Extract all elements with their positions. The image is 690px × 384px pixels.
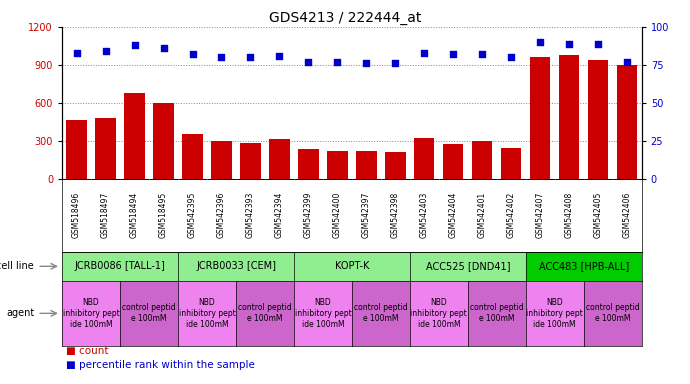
Text: GSM542395: GSM542395 — [188, 192, 197, 238]
Text: NBD
inhibitory pept
ide 100mM: NBD inhibitory pept ide 100mM — [63, 298, 119, 329]
Text: KOPT-K: KOPT-K — [335, 261, 369, 271]
Text: JCRB0033 [CEM]: JCRB0033 [CEM] — [196, 261, 276, 271]
Text: GSM542405: GSM542405 — [593, 192, 603, 238]
Point — [274, 53, 285, 59]
Text: GSM542402: GSM542402 — [506, 192, 516, 238]
Point — [593, 40, 604, 46]
Text: control peptid
e 100mM: control peptid e 100mM — [354, 303, 408, 323]
Text: ■ count: ■ count — [66, 346, 108, 356]
Point — [100, 48, 111, 54]
Text: NBD
inhibitory pept
ide 100mM: NBD inhibitory pept ide 100mM — [295, 298, 351, 329]
Text: GSM542401: GSM542401 — [477, 192, 487, 238]
Bar — [588, 60, 609, 179]
Text: ACC483 [HPB-ALL]: ACC483 [HPB-ALL] — [539, 261, 629, 271]
Text: GSM542397: GSM542397 — [362, 192, 371, 238]
Bar — [327, 151, 348, 179]
Text: GSM542407: GSM542407 — [535, 192, 545, 238]
Point — [506, 54, 517, 60]
Text: ■ percentile rank within the sample: ■ percentile rank within the sample — [66, 360, 255, 370]
Point — [332, 59, 343, 65]
Bar — [472, 141, 493, 179]
Bar — [124, 93, 145, 179]
Bar — [66, 121, 87, 179]
Point — [564, 40, 575, 46]
Bar — [385, 152, 406, 179]
Text: GSM542403: GSM542403 — [420, 192, 429, 238]
Bar — [530, 57, 551, 179]
Text: control peptid
e 100mM: control peptid e 100mM — [238, 303, 292, 323]
Text: ACC525 [DND41]: ACC525 [DND41] — [426, 261, 510, 271]
Point — [419, 50, 430, 56]
Text: GSM542406: GSM542406 — [622, 192, 632, 238]
Text: GSM542408: GSM542408 — [564, 192, 574, 238]
Text: GSM542404: GSM542404 — [448, 192, 458, 238]
Text: cell line: cell line — [0, 261, 34, 271]
Text: agent: agent — [6, 308, 34, 318]
Text: control peptid
e 100mM: control peptid e 100mM — [586, 303, 640, 323]
Text: GSM542394: GSM542394 — [275, 192, 284, 238]
Text: GSM542400: GSM542400 — [333, 192, 342, 238]
Bar — [298, 149, 319, 179]
Point — [477, 51, 488, 57]
Point — [216, 54, 227, 60]
Point — [187, 51, 198, 57]
Point — [448, 51, 459, 57]
Point — [535, 39, 546, 45]
Bar — [414, 138, 435, 179]
Bar — [559, 55, 580, 179]
Bar — [95, 118, 116, 179]
Bar — [182, 134, 203, 179]
Text: GSM518496: GSM518496 — [72, 192, 81, 238]
Text: NBD
inhibitory pept
ide 100mM: NBD inhibitory pept ide 100mM — [179, 298, 235, 329]
Point — [361, 60, 372, 66]
Text: NBD
inhibitory pept
ide 100mM: NBD inhibitory pept ide 100mM — [411, 298, 467, 329]
Bar — [501, 148, 522, 179]
Point — [129, 42, 140, 48]
Bar — [269, 139, 290, 179]
Point — [622, 59, 633, 65]
Bar — [356, 151, 377, 179]
Point — [71, 50, 82, 56]
Point — [303, 59, 314, 65]
Bar — [211, 141, 232, 179]
Text: GSM518494: GSM518494 — [130, 192, 139, 238]
Text: GDS4213 / 222444_at: GDS4213 / 222444_at — [269, 11, 421, 25]
Point — [245, 54, 256, 60]
Text: control peptid
e 100mM: control peptid e 100mM — [470, 303, 524, 323]
Text: JCRB0086 [TALL-1]: JCRB0086 [TALL-1] — [75, 261, 166, 271]
Point — [158, 45, 169, 51]
Text: GSM518497: GSM518497 — [101, 192, 110, 238]
Point — [390, 60, 401, 66]
Bar — [240, 142, 261, 179]
Bar — [153, 103, 174, 179]
Text: GSM542399: GSM542399 — [304, 192, 313, 238]
Text: GSM518495: GSM518495 — [159, 192, 168, 238]
Bar — [443, 144, 464, 179]
Text: GSM542398: GSM542398 — [391, 192, 400, 238]
Text: GSM542396: GSM542396 — [217, 192, 226, 238]
Text: GSM542393: GSM542393 — [246, 192, 255, 238]
Text: NBD
inhibitory pept
ide 100mM: NBD inhibitory pept ide 100mM — [526, 298, 583, 329]
Text: control peptid
e 100mM: control peptid e 100mM — [122, 303, 176, 323]
Bar — [617, 65, 638, 179]
